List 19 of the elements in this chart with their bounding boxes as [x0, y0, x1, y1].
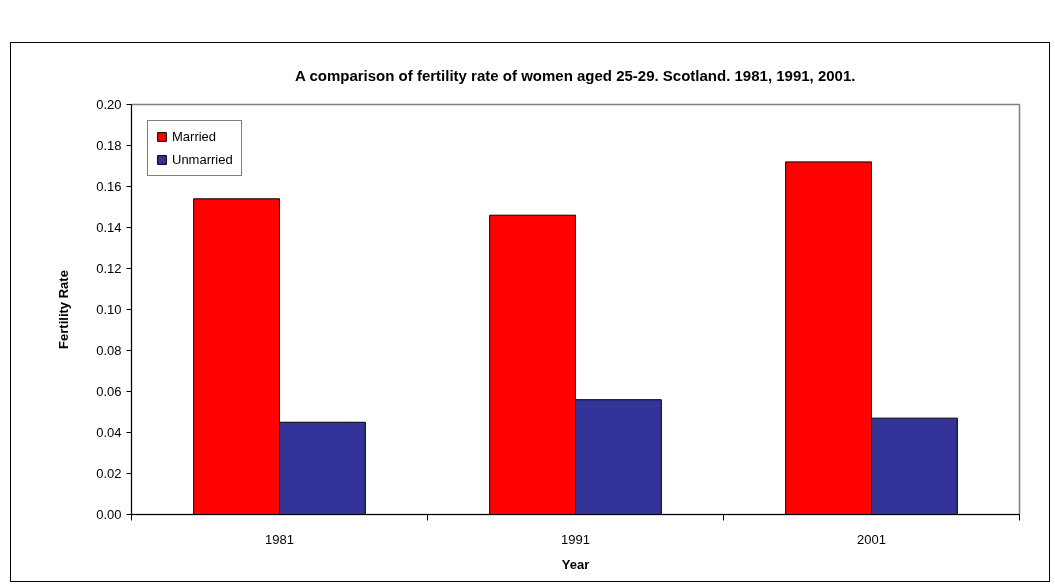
x-tick-label: 2001 — [857, 531, 886, 547]
y-tick-label: 0.18 — [96, 138, 122, 153]
legend-label: Married — [172, 129, 217, 144]
y-tick-label: 0.14 — [96, 220, 122, 235]
y-tick-label: 0.02 — [96, 466, 122, 481]
y-tick-label: 0.00 — [96, 507, 122, 522]
y-tick-label: 0.12 — [96, 261, 122, 276]
y-axis-title: Fertility Rate — [56, 270, 72, 349]
y-tick-label: 0.10 — [96, 302, 122, 317]
x-tick-label: 1981 — [265, 531, 294, 547]
y-tick-label: 0.08 — [96, 343, 122, 358]
y-tick-label: 0.16 — [96, 179, 122, 194]
y-tick-label: 0.20 — [96, 97, 122, 112]
x-axis-title: Year — [561, 556, 590, 572]
y-tick-label: 0.04 — [96, 425, 122, 440]
chart-title: A comparison of fertility rate of women aged 25-29. Scotland. 1981, 1991, 2001. — [294, 66, 856, 84]
legend-label: Unmarried — [172, 152, 233, 167]
x-tick-label: 1991 — [561, 531, 590, 547]
y-tick-label: 0.06 — [96, 384, 122, 399]
